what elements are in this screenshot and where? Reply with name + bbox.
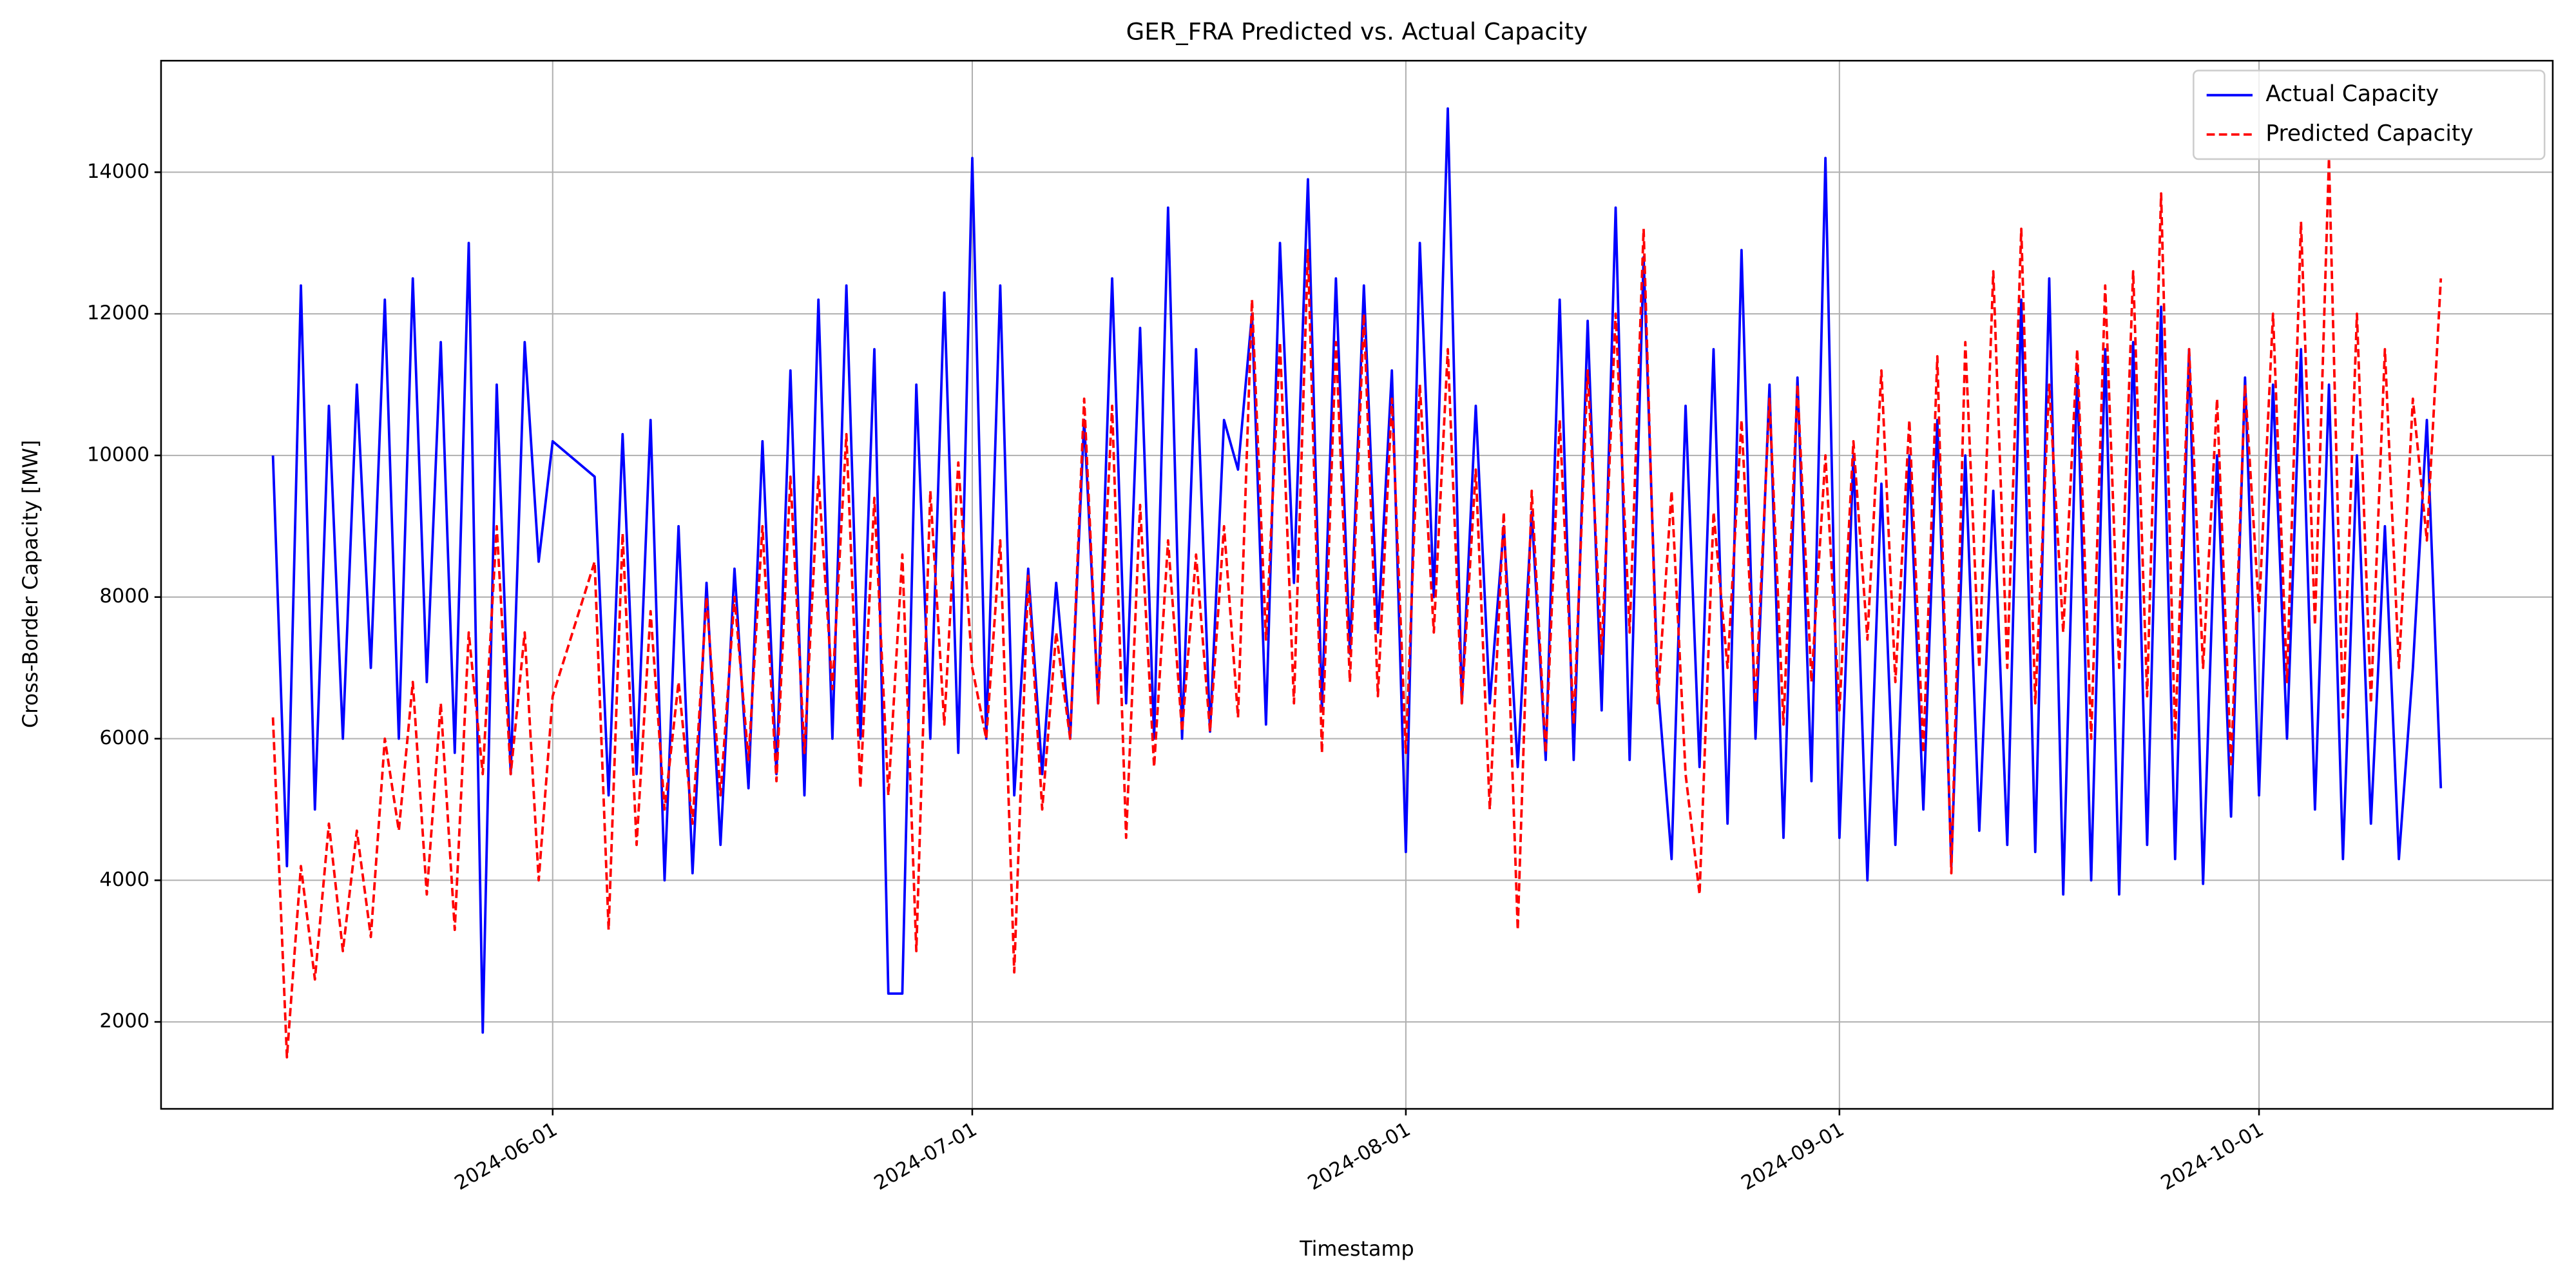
- y-tick-label: 10000: [87, 443, 149, 466]
- y-axis-label: Cross-Border Capacity [MW]: [18, 440, 43, 728]
- legend: Actual Capacity Predicted Capacity: [2193, 70, 2546, 160]
- x-axis-label: Timestamp: [1299, 1236, 1414, 1261]
- plot-frame: [160, 59, 2554, 1110]
- legend-label: Predicted Capacity: [2265, 120, 2473, 146]
- data-line: [271, 157, 2443, 1059]
- y-tick-label: 8000: [99, 585, 149, 608]
- data-line: [271, 107, 2443, 1034]
- y-tick-label: 12000: [87, 302, 149, 325]
- legend-box: [2193, 70, 2546, 160]
- y-tick-label: 14000: [87, 160, 149, 183]
- y-tick-label: 6000: [99, 727, 149, 749]
- legend-label: Actual Capacity: [2265, 81, 2439, 107]
- y-tick-label: 4000: [99, 869, 149, 891]
- chart-title: GER_FRA Predicted vs. Actual Capacity: [1126, 17, 1588, 45]
- y-tick-label: 2000: [99, 1010, 149, 1033]
